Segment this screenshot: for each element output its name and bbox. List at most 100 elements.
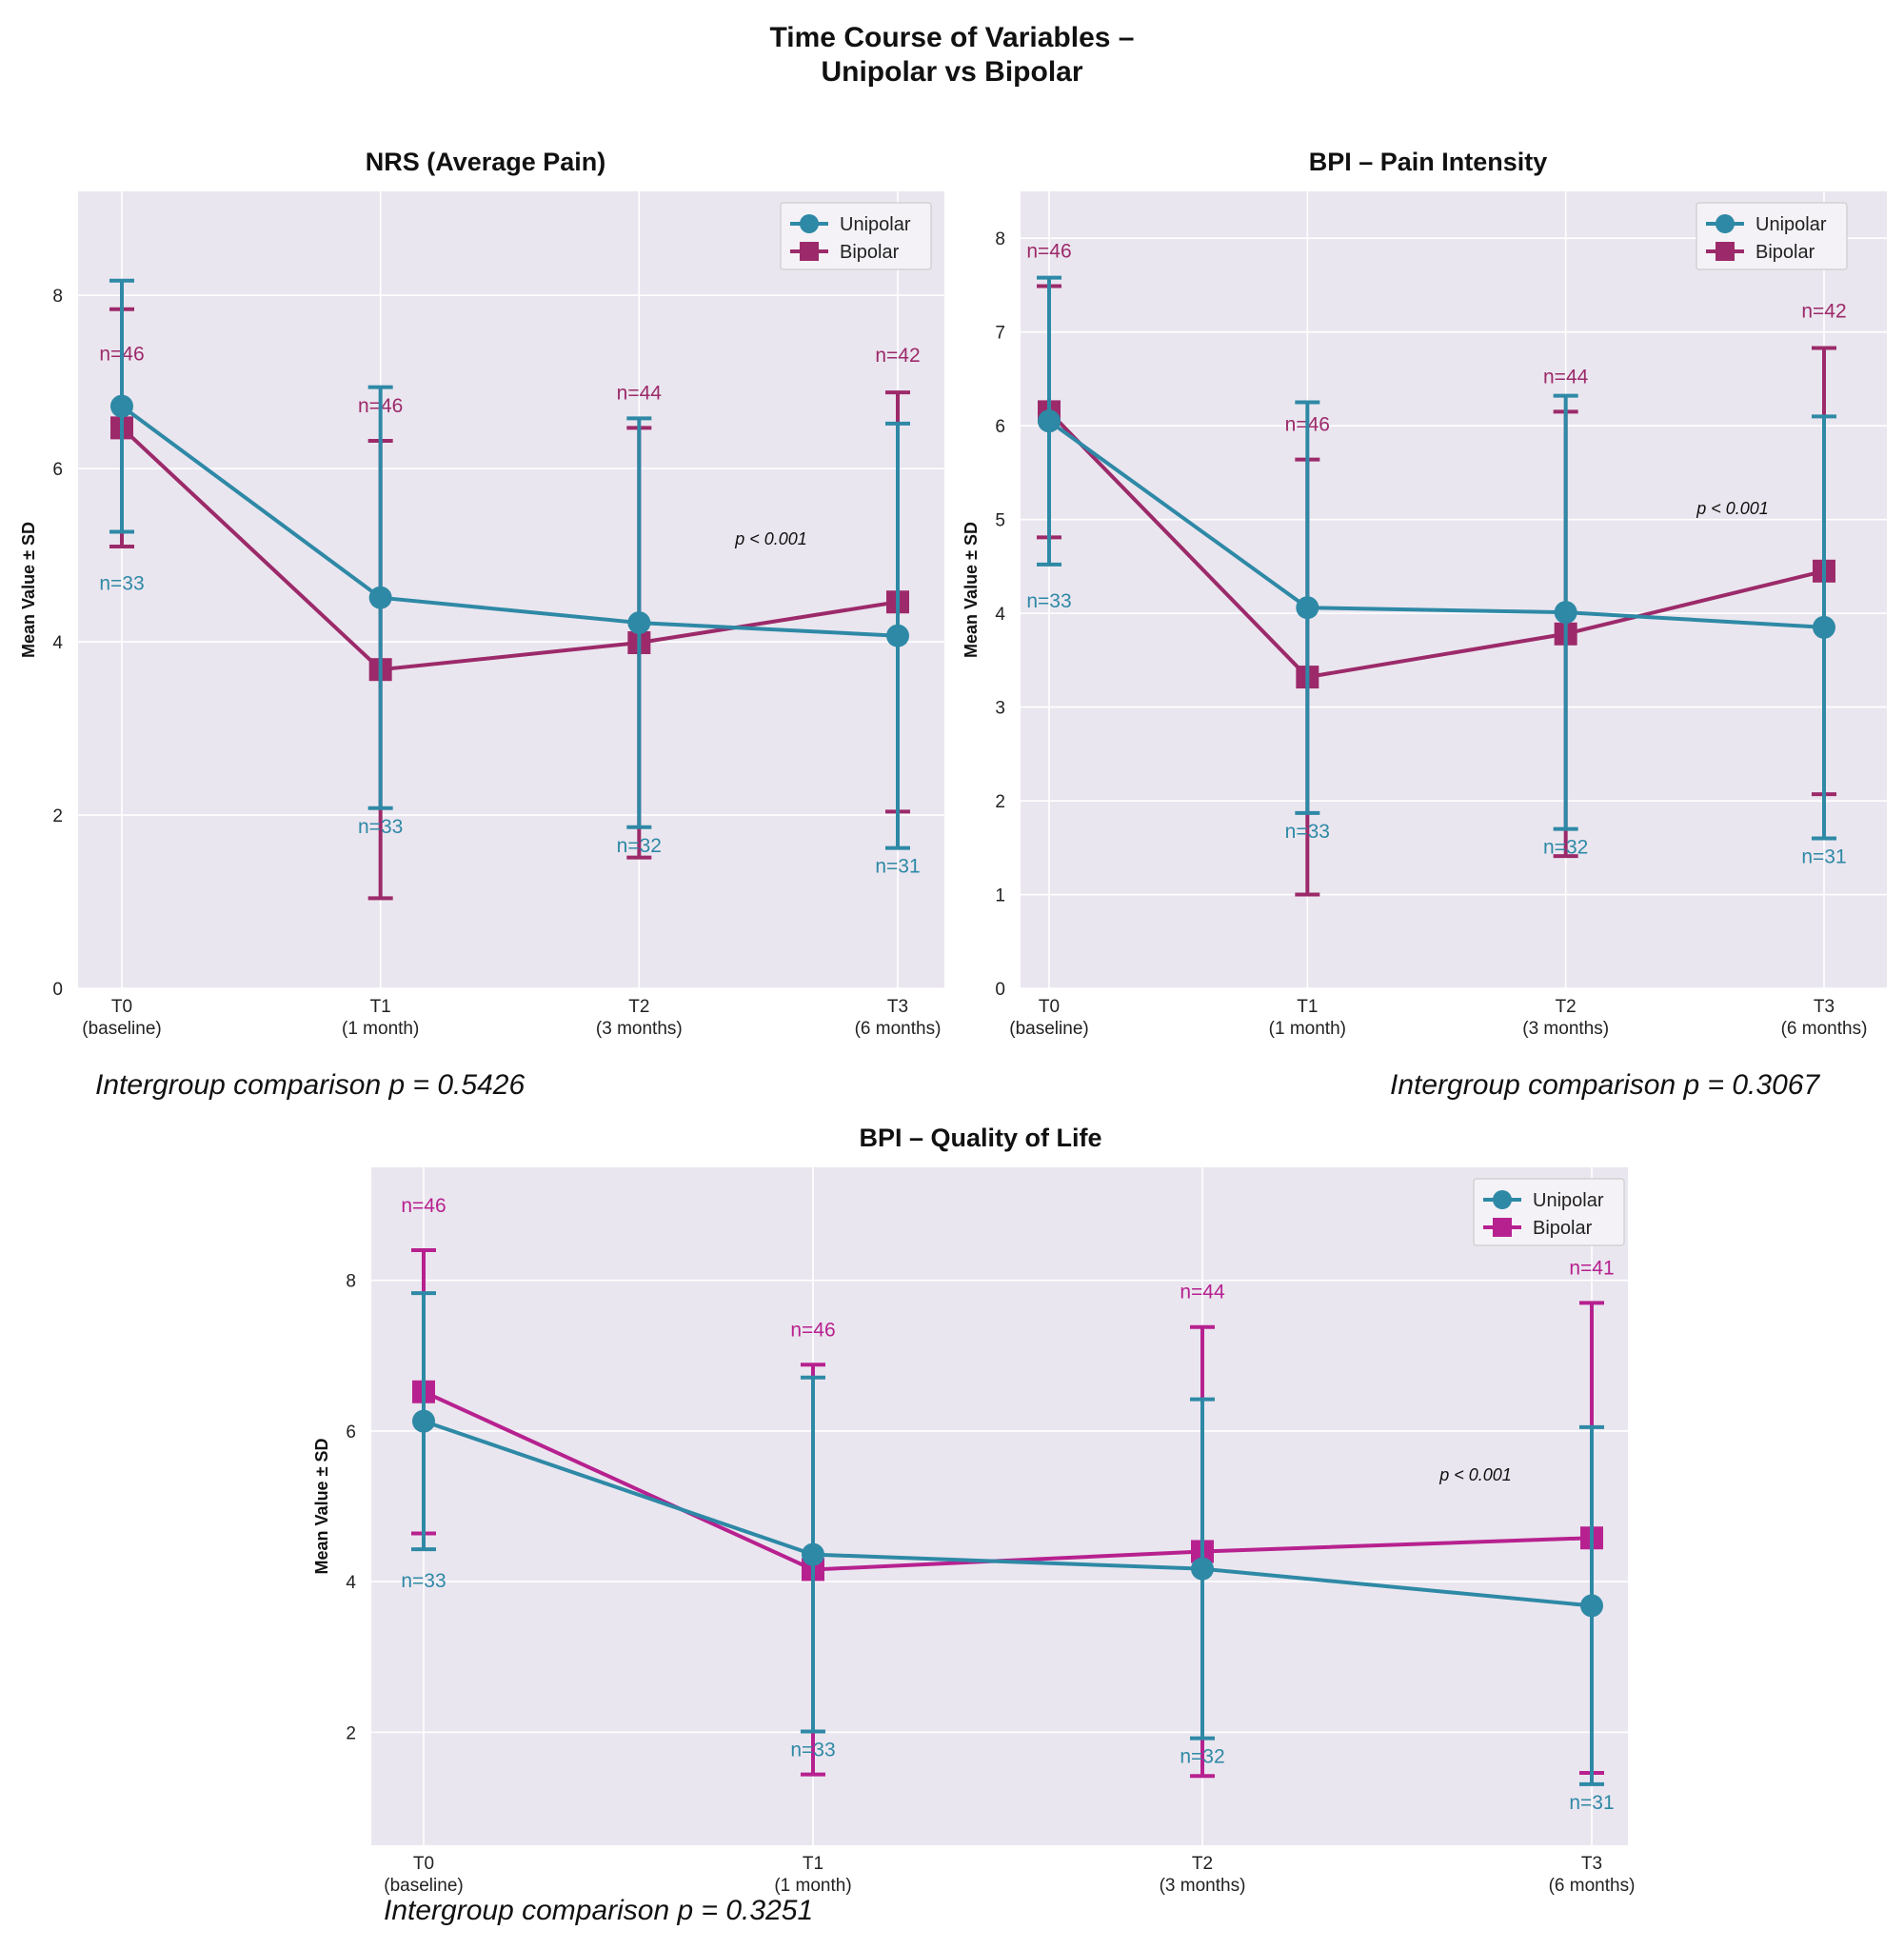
- y-axis-label: Mean Value ± SD: [312, 1439, 331, 1575]
- y-axis-label: Mean Value ± SD: [962, 522, 981, 658]
- x-tick-label: T1: [803, 1854, 823, 1874]
- n-label: n=41: [1569, 1257, 1614, 1279]
- p-value-annotation: p < 0.001: [1696, 499, 1769, 518]
- n-label: n=33: [358, 816, 403, 838]
- x-tick-sublabel: (1 month): [774, 1876, 851, 1896]
- legend-marker-bipolar: [800, 242, 819, 261]
- marker-circle: [627, 611, 651, 635]
- n-label: n=32: [617, 835, 662, 857]
- y-tick-label: 3: [995, 699, 1005, 719]
- y-tick-label: 8: [52, 287, 63, 307]
- x-tick-sublabel: (6 months): [855, 1019, 942, 1039]
- marker-circle: [1580, 1594, 1603, 1618]
- legend-label-unipolar: Unipolar: [1755, 214, 1827, 235]
- n-label: n=33: [1026, 590, 1071, 612]
- intergroup-comparison: Intergroup comparison p = 0.3067: [1390, 1069, 1820, 1101]
- chart-svg: 2 4 6 8 T0(baseline) T1(1 month) T2(3 months) T…: [312, 1167, 1635, 1896]
- n-label: n=42: [1801, 300, 1846, 322]
- x-tick-sublabel: (3 months): [596, 1019, 683, 1039]
- y-axis-label: Mean Value ± SD: [19, 522, 38, 658]
- x-tick-sublabel: (1 month): [1269, 1019, 1346, 1039]
- n-label: n=33: [401, 1570, 446, 1592]
- x-tick-label: T2: [1556, 997, 1577, 1017]
- n-label: n=31: [1801, 846, 1846, 867]
- marker-circle: [802, 1542, 824, 1566]
- y-tick-label: 6: [52, 460, 63, 480]
- legend-marker-unipolar: [1493, 1190, 1512, 1209]
- series-line-unipolar: [423, 1419, 1593, 1608]
- plot-area: [1021, 191, 1887, 988]
- chart-title: BPI – Quality of Life: [859, 1124, 1102, 1152]
- y-tick-label: 4: [52, 633, 63, 653]
- n-label: n=31: [1569, 1792, 1614, 1814]
- n-label: n=46: [401, 1195, 446, 1217]
- main-title-line2: Unipolar vs Bipolar: [821, 56, 1083, 88]
- y-tick-label: 5: [995, 511, 1005, 531]
- y-tick-label: 2: [346, 1723, 356, 1743]
- legend-label-bipolar: Bipolar: [1533, 1218, 1593, 1239]
- y-tick-label: 8: [346, 1272, 356, 1292]
- n-label: n=44: [617, 382, 663, 404]
- marker-circle: [110, 394, 133, 418]
- y-tick-label: 6: [346, 1423, 356, 1443]
- x-tick-sublabel: (baseline): [1009, 1019, 1088, 1039]
- intergroup-comparison: Intergroup comparison p = 0.3251: [384, 1895, 814, 1926]
- chart-svg: 0 2 4 6 8 T0(baseline) T1(1 month) T2(3 months)…: [19, 191, 944, 1039]
- x-tick-label: T1: [1297, 997, 1318, 1017]
- n-label: n=31: [875, 856, 920, 878]
- x-tick-label: T3: [1814, 997, 1835, 1017]
- y-tick-label: 4: [346, 1573, 356, 1593]
- series-line-unipolar: [1047, 419, 1825, 629]
- marker-circle: [1296, 596, 1319, 620]
- chart-title: BPI – Pain Intensity: [1308, 148, 1548, 176]
- series-line-bipolar: [1047, 410, 1825, 680]
- y-tick-label: 1: [995, 886, 1005, 906]
- x-tick-label: T0: [1039, 997, 1060, 1017]
- series-line-bipolar: [120, 426, 899, 672]
- main-title: Time Course of Variables – Unipolar vs B…: [0, 21, 1904, 90]
- plot-area: [371, 1167, 1628, 1845]
- x-tick-label: T0: [413, 1854, 434, 1874]
- marker-circle: [1813, 615, 1835, 639]
- x-tick-sublabel: (3 months): [1522, 1019, 1609, 1039]
- x-tick-sublabel: (6 months): [1781, 1019, 1868, 1039]
- chart-svg: 0 1 2 3 4 5 6 7 8 T0(baseline) T1(1 month) T2(3 mon…: [962, 191, 1887, 1039]
- legend-marker-bipolar: [1716, 242, 1735, 261]
- legend-marker-unipolar: [800, 214, 819, 233]
- x-tick-label: T0: [111, 997, 132, 1017]
- n-label: n=44: [1180, 1282, 1225, 1303]
- y-tick-label: 2: [52, 806, 63, 826]
- x-tick-label: T3: [887, 997, 908, 1017]
- legend-marker-unipolar: [1716, 214, 1735, 233]
- chart-panel-bpi-intensity: BPI – Pain Intensity 0 1 2 3 4 5 6 7 8 T0 (baselin…: [962, 148, 1894, 1052]
- x-tick-label: T1: [370, 997, 391, 1017]
- marker-circle: [412, 1409, 435, 1433]
- n-label: n=33: [1285, 821, 1330, 843]
- y-tick-label: 4: [995, 605, 1005, 625]
- marker-circle: [368, 586, 392, 609]
- x-tick-label: T3: [1581, 1854, 1602, 1874]
- legend-label-bipolar: Bipolar: [840, 242, 900, 263]
- marker-circle: [1191, 1557, 1214, 1581]
- n-label: n=42: [875, 345, 920, 367]
- main-title-line1: Time Course of Variables –: [769, 22, 1135, 53]
- legend-label-unipolar: Unipolar: [1533, 1190, 1604, 1211]
- x-tick-sublabel: (baseline): [384, 1876, 463, 1896]
- y-tick-label: 0: [995, 980, 1005, 1000]
- x-tick-label: T2: [1192, 1854, 1213, 1874]
- y-tick-label: 7: [995, 324, 1005, 344]
- n-label: n=46: [1026, 240, 1071, 262]
- legend-marker-bipolar: [1493, 1218, 1512, 1237]
- n-label: n=46: [790, 1319, 835, 1341]
- y-tick-label: 2: [995, 792, 1005, 812]
- x-tick-sublabel: (3 months): [1160, 1876, 1246, 1896]
- p-value-annotation: p < 0.001: [734, 529, 807, 548]
- n-label: n=32: [1180, 1746, 1224, 1768]
- legend-label-bipolar: Bipolar: [1755, 242, 1815, 263]
- marker-circle: [1038, 409, 1061, 433]
- chart-panel-bpi-qol: BPI – Quality of Life 2 4 6 8 T0 (baseline) T1…: [305, 1124, 1656, 1896]
- y-tick-label: 6: [995, 417, 1005, 437]
- n-label: n=44: [1543, 366, 1589, 388]
- legend-label-unipolar: Unipolar: [840, 214, 911, 235]
- plot-area: [78, 191, 944, 988]
